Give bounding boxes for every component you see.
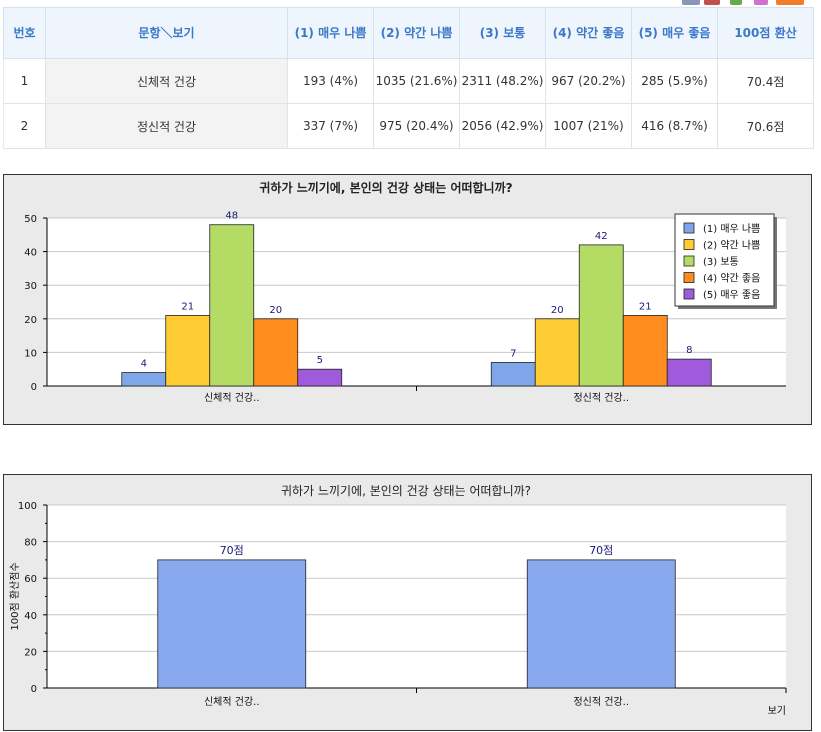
col-header-item: 문항＼보기	[45, 7, 288, 59]
y-tick-label: 10	[24, 348, 37, 359]
data-label: 21	[181, 301, 194, 312]
col-header-number: 번호	[3, 7, 46, 59]
data-label: 8	[686, 345, 692, 356]
bar	[297, 368, 343, 387]
legend-swatch	[683, 222, 695, 234]
chart-icon[interactable]	[704, 0, 720, 5]
bar	[534, 318, 580, 387]
y-tick-label: 30	[24, 281, 37, 292]
x-axis-label: 보기	[768, 705, 786, 717]
col-header-bad: (2) 약간 나쁨	[373, 7, 460, 59]
col-header-normal: (3) 보통	[459, 7, 546, 59]
bar	[165, 315, 211, 387]
cell-good: 967 (20.2%)	[545, 58, 632, 104]
legend-swatch	[683, 239, 695, 250]
bar	[157, 559, 307, 689]
distribution-chart: 귀하가 느끼기에, 본인의 건강 상태는 어떠합니까? 0 10 20 30 40 50 신…	[3, 174, 812, 425]
bar	[253, 318, 299, 387]
x-tick-label: 신체적 건강..	[204, 696, 260, 708]
toolbar-icons[interactable]	[680, 0, 810, 6]
legend-label: (5) 매우 좋음	[703, 289, 760, 301]
legend-swatch	[683, 272, 695, 283]
edit-icon[interactable]	[730, 0, 742, 5]
chart-title: 귀하가 느끼기에, 본인의 건강 상태는 어떠합니까?	[259, 180, 512, 195]
table-header-row: 번호 문항＼보기 (1) 매우 나쁨 (2) 약간 나쁨 (3) 보통 (4) …	[3, 7, 814, 59]
y-tick-label: 60	[24, 574, 37, 585]
chart-title: 귀하가 느끼기에, 본인의 건강 상태는 어떠합니까?	[281, 484, 531, 498]
data-label: 7	[510, 348, 516, 359]
data-label: 5	[317, 355, 323, 366]
cell-very-good: 285 (5.9%)	[631, 58, 718, 104]
data-label: 42	[595, 231, 608, 242]
data-label: 21	[639, 301, 652, 312]
cell-very-bad: 337 (7%)	[287, 103, 374, 149]
y-tick-label: 40	[24, 248, 37, 259]
excel-icon[interactable]	[776, 0, 804, 5]
legend-label: (4) 약간 좋음	[703, 273, 760, 285]
y-tick-label: 0	[31, 382, 37, 393]
col-header-very-good: (5) 매우 좋음	[631, 7, 718, 59]
cell-good: 1007 (21%)	[545, 103, 632, 149]
print-icon[interactable]	[682, 0, 700, 5]
cell-item: 신체적 건강	[45, 58, 288, 104]
bar	[526, 559, 676, 689]
distribution-chart-svg: 귀하가 느끼기에, 본인의 건강 상태는 어떠합니까? 0 10 20 30 40 50 신…	[24, 180, 786, 404]
col-header-very-bad: (1) 매우 나쁨	[287, 7, 374, 59]
close-icon[interactable]	[754, 0, 768, 5]
cell-score: 70.6점	[717, 103, 814, 149]
legend-swatch	[683, 255, 695, 267]
data-label: 70점	[220, 544, 244, 557]
y-tick-label: 40	[24, 611, 37, 622]
data-label: 48	[225, 211, 238, 222]
data-label: 70점	[589, 544, 613, 557]
cell-normal: 2056 (42.9%)	[459, 103, 546, 149]
cell-number: 1	[3, 58, 46, 104]
bar	[578, 244, 624, 387]
bar	[490, 362, 536, 387]
y-tick-label: 20	[24, 647, 37, 658]
bar	[622, 315, 668, 387]
survey-table: 번호 문항＼보기 (1) 매우 나쁨 (2) 약간 나쁨 (3) 보통 (4) …	[3, 7, 814, 149]
col-header-good: (4) 약간 좋음	[545, 7, 632, 59]
col-header-score: 100점 환산	[717, 7, 814, 59]
y-axis-label: 100점 환산점수	[9, 562, 21, 630]
cell-normal: 2311 (48.2%)	[459, 58, 546, 104]
cell-item: 정신적 건강	[45, 103, 288, 149]
cell-number: 2	[3, 103, 46, 149]
y-tick-label: 80	[24, 538, 37, 549]
legend-label: (3) 보통	[703, 256, 739, 268]
legend-swatch	[683, 288, 695, 300]
table-row: 2 정신적 건강 337 (7%) 975 (20.4%) 2056 (42.9…	[3, 103, 814, 149]
data-label: 20	[269, 305, 282, 316]
cell-bad: 1035 (21.6%)	[373, 58, 460, 104]
score-chart: 귀하가 느끼기에, 본인의 건강 상태는 어떠합니까? 0 20 40 60 80 100…	[3, 474, 812, 731]
cell-score: 70.4점	[717, 58, 814, 104]
table-row: 1 신체적 건강 193 (4%) 1035 (21.6%) 2311 (48.…	[3, 58, 814, 104]
x-tick-label: 정신적 건강..	[573, 696, 629, 708]
legend-label: (2) 약간 나쁨	[703, 240, 760, 252]
data-label: 4	[141, 359, 147, 370]
cell-very-good: 416 (8.7%)	[631, 103, 718, 149]
bar	[666, 358, 712, 387]
cell-bad: 975 (20.4%)	[373, 103, 460, 149]
legend-label: (1) 매우 나쁨	[703, 223, 760, 235]
data-label: 20	[551, 305, 564, 316]
y-tick-label: 20	[24, 315, 37, 326]
x-tick-label: 신체적 건강..	[204, 392, 260, 404]
bar	[209, 224, 255, 387]
y-tick-label: 100	[18, 501, 37, 512]
score-chart-svg: 귀하가 느끼기에, 본인의 건강 상태는 어떠합니까? 0 20 40 60 80 100…	[9, 484, 787, 717]
y-tick-label: 50	[24, 214, 37, 225]
bar	[121, 372, 167, 387]
cell-very-bad: 193 (4%)	[287, 58, 374, 104]
x-tick-label: 정신적 건강..	[573, 392, 629, 404]
y-tick-label: 0	[31, 684, 37, 695]
